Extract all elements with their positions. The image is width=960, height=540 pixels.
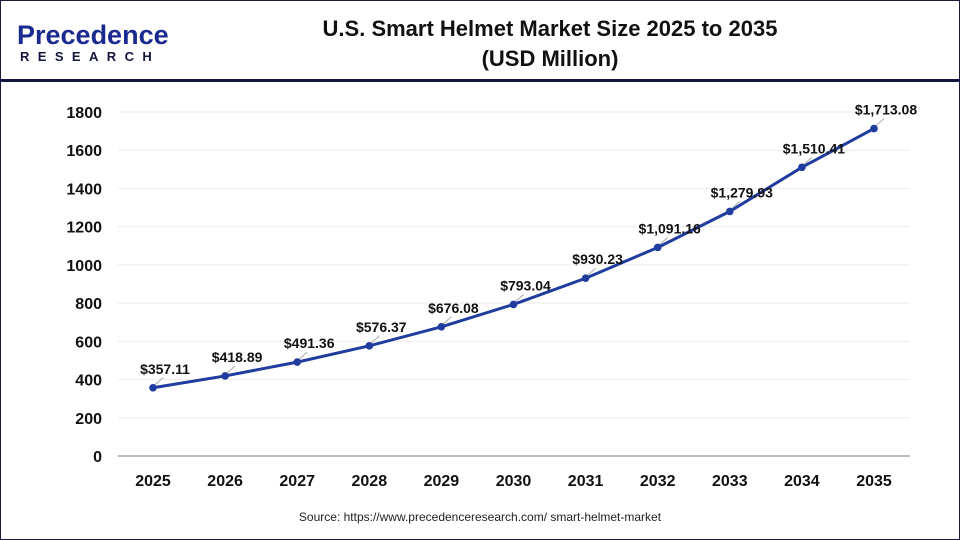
data-point [509, 300, 518, 309]
data-label-leader [731, 201, 741, 209]
data-point [798, 163, 806, 172]
data-label-leader [875, 118, 885, 126]
data-label: $491.36 [284, 335, 335, 351]
data-point [293, 358, 302, 366]
x-tick-label: 2033 [712, 473, 748, 490]
y-tick-label: 400 [75, 373, 102, 390]
chart-subtitle: (USD Million) [481, 46, 619, 71]
data-label: $576.37 [356, 319, 407, 335]
x-tick-label: 2030 [496, 473, 532, 490]
chart-title: U.S. Smart Helmet Market Size 2025 to 20… [250, 14, 850, 74]
data-label: $418.89 [212, 349, 263, 365]
x-tick-label: 2031 [568, 473, 604, 490]
data-label-leader [587, 267, 596, 276]
data-label-leader [515, 294, 524, 302]
header-divider [0, 79, 960, 82]
y-tick-label: 1000 [66, 258, 102, 275]
y-tick-label: 1200 [66, 220, 102, 237]
y-tick-label: 1800 [66, 105, 102, 122]
x-tick-label: 2029 [424, 473, 460, 490]
logo-line2: RESEARCH [20, 49, 161, 64]
y-tick-label: 200 [75, 411, 102, 428]
x-tick-label: 2035 [856, 473, 892, 490]
data-label: $1,713.08 [855, 102, 917, 118]
x-tick-label: 2028 [352, 473, 388, 490]
data-label-leader [659, 237, 669, 245]
data-point [221, 372, 229, 380]
data-label: $1,510.41 [783, 140, 845, 156]
data-label: $1,279.93 [711, 184, 773, 200]
x-tick-label: 2034 [784, 473, 820, 490]
data-point [149, 383, 157, 392]
data-label-leader [443, 316, 452, 325]
data-label: $1,091.16 [639, 220, 701, 236]
y-tick-label: 1600 [66, 143, 102, 160]
logo-line1: Precedence [17, 20, 169, 50]
data-label-leader [803, 156, 813, 165]
data-label: $676.08 [428, 300, 479, 316]
y-tick-label: 0 [93, 449, 102, 466]
data-label: $930.23 [572, 251, 623, 267]
data-label: $357.11 [140, 361, 190, 377]
data-label-leader [298, 351, 308, 360]
data-point [726, 207, 734, 216]
y-tick-label: 1400 [66, 181, 102, 198]
x-tick-label: 2025 [135, 473, 171, 490]
data-label-leader [226, 365, 236, 374]
chart-title-main: U.S. Smart Helmet Market Size 2025 to 20… [322, 16, 778, 41]
y-tick-label: 800 [75, 296, 102, 313]
precedence-research-logo: Precedence RESEARCH [17, 22, 169, 65]
data-label-leader [370, 335, 380, 344]
y-tick-label: 600 [75, 334, 102, 351]
data-point [653, 243, 662, 252]
x-tick-label: 2026 [207, 473, 243, 490]
data-label-leader [154, 377, 164, 386]
data-point [870, 124, 878, 133]
data-label: $793.04 [500, 277, 551, 293]
x-tick-label: 2027 [279, 473, 315, 490]
data-point [365, 342, 374, 350]
x-tick-label: 2032 [640, 473, 676, 490]
source-note: Source: https://www.precedenceresearch.c… [298, 510, 662, 524]
data-point [581, 274, 590, 283]
data-point [437, 322, 446, 331]
